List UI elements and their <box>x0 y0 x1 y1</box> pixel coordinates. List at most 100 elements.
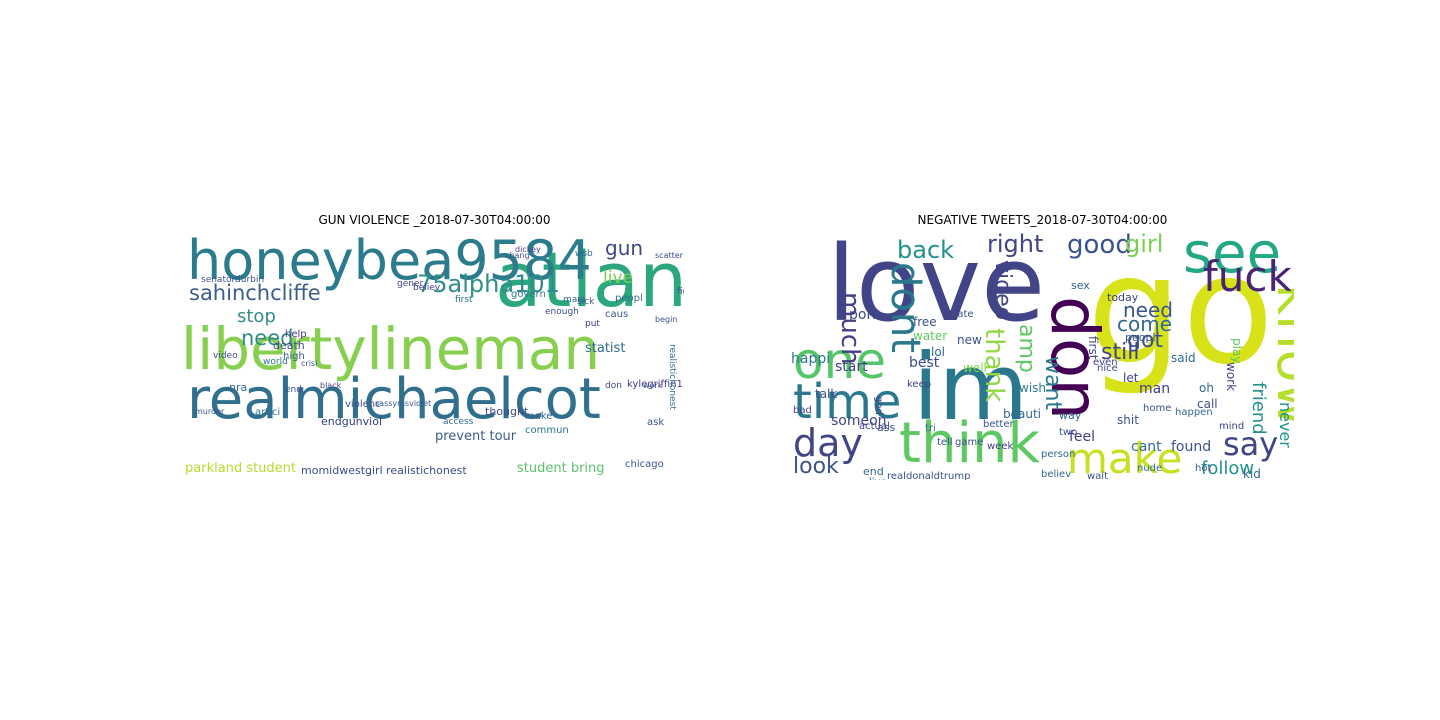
cloud-word: even <box>1093 357 1118 368</box>
cloud-word: 75alpha101 <box>417 270 560 298</box>
cloud-word: live <box>869 478 887 481</box>
panel-title: GUN VIOLENCE _2018-07-30T04:00:00 <box>318 213 551 227</box>
cloud-word: never <box>1276 402 1294 448</box>
cloud-word: endgunviol <box>321 415 382 428</box>
cloud-word: call <box>1197 397 1218 411</box>
cloud-word: happen <box>1175 407 1213 418</box>
panel-gun-violence: GUN VIOLENCE _2018-07-30T04:00:00 atlant… <box>185 213 684 480</box>
cloud-word: kylegriffin1 <box>627 379 683 390</box>
cloud-word: home <box>1143 403 1172 414</box>
cloud-word: don <box>605 381 622 391</box>
cloud-word: nice <box>1097 363 1118 374</box>
cloud-word: bad <box>793 405 812 416</box>
cloud-word: fight <box>677 287 684 297</box>
panel-title: NEGATIVE TWEETS_2018-07-30T04:00:00 <box>917 213 1168 227</box>
cloud-word: realmichaelcot <box>187 367 601 432</box>
cloud-word: oh <box>1199 381 1214 395</box>
cloud-word: violenc <box>345 399 381 410</box>
cloud-word: two <box>1059 427 1078 438</box>
cloud-word: im <box>913 334 1029 441</box>
cloud-word: week <box>987 441 1014 452</box>
cloud-word: begin <box>655 315 678 324</box>
cloud-word: realistichonest <box>667 344 677 410</box>
cloud-word: believ <box>413 283 441 293</box>
cloud-word: best <box>909 355 940 371</box>
cloud-word: come <box>1117 312 1173 336</box>
cloud-word: beauti <box>1003 407 1041 421</box>
cloud-word: honeybea9584 <box>187 232 592 292</box>
cloud-word: kid <box>1243 467 1261 480</box>
cloud-word: talk <box>815 387 838 401</box>
cloud-word: parkland student <box>185 461 296 476</box>
cloud-word: game <box>955 437 984 448</box>
cloud-word: wish <box>1019 381 1047 395</box>
cloud-word: wsb <box>575 249 593 259</box>
cloud-word: keep <box>907 379 932 390</box>
cloud-word: need <box>241 326 294 350</box>
cloud-word: scatter <box>655 251 683 260</box>
cloud-word: tell <box>937 437 953 448</box>
cloud-word: murder <box>195 407 225 416</box>
cloud-word: gun <box>605 236 644 260</box>
cloud-word: much <box>835 292 865 365</box>
cloud-word: chang <box>505 251 530 260</box>
cloud-word: cant <box>1131 439 1162 455</box>
cloud-word: way <box>1059 409 1082 422</box>
cloud-word: friend <box>1248 382 1269 435</box>
cloud-word: commun <box>525 425 569 436</box>
cloud-word: sick <box>577 297 595 307</box>
cloud-word: crisi <box>301 359 318 368</box>
cloud-word: chicago <box>625 459 664 470</box>
cloud-word: man <box>1139 381 1171 397</box>
cloud-word: access <box>443 417 474 427</box>
cloud-word: momidwestgirl realistichonest <box>301 464 467 477</box>
cloud-word: think <box>899 411 1040 476</box>
cloud-word: fuck <box>1203 252 1292 301</box>
cloud-word: new <box>957 333 982 347</box>
cloud-word: video <box>990 260 1015 321</box>
cloud-word: well <box>963 361 987 375</box>
cloud-word: look <box>793 454 839 479</box>
cloud-word: sex <box>1071 279 1090 292</box>
cloud-word: still <box>1101 340 1140 365</box>
cloud-word: thought <box>485 405 529 418</box>
cloud-word: hate <box>951 309 974 320</box>
cloud-word: water <box>913 329 948 343</box>
cloud-word: got <box>1127 328 1164 353</box>
cloud-word: see <box>1183 232 1282 286</box>
cloud-word: stop <box>237 306 276 327</box>
cloud-word: nude <box>1137 463 1163 474</box>
cloud-word: start <box>835 359 868 375</box>
cloud-word: end <box>863 465 884 478</box>
cloud-word: amp <box>1014 324 1039 373</box>
cloud-word: artici <box>255 407 281 418</box>
cloud-word: video <box>213 351 238 361</box>
cloud-word: play <box>1230 338 1244 364</box>
cloud-word: end <box>285 385 302 395</box>
word-cloud: love im go see think one time day make dont don kno… <box>791 232 1294 480</box>
cloud-word: senatordurbin <box>201 275 265 285</box>
cloud-word: someon <box>831 413 887 429</box>
cloud-word: believ <box>1041 469 1072 480</box>
cloud-word: first <box>455 295 473 305</box>
cloud-word: mind <box>1219 421 1245 432</box>
cloud-word: wait <box>1087 471 1109 481</box>
cloud-word: help <box>285 329 307 340</box>
cloud-word: death <box>273 339 305 352</box>
cloud-word: girl <box>1125 232 1164 258</box>
cloud-word: follow <box>1201 458 1255 479</box>
cloud-word: happi <box>791 351 831 367</box>
panel-negative-tweets: NEGATIVE TWEETS_2018-07-30T04:00:00 love… <box>791 213 1294 480</box>
cloud-word: mani <box>563 295 586 305</box>
cloud-word: free <box>913 315 937 329</box>
cloud-word: black <box>320 381 342 390</box>
cloud-word: sahinchcliffe <box>189 281 321 305</box>
cloud-word: enough <box>545 307 579 317</box>
word-cloud: atlantalibertylinemanrealmichaelcot honey… <box>185 232 684 480</box>
cloud-word: found <box>1171 439 1212 455</box>
cloud-word: better <box>983 419 1014 430</box>
cloud-word: make <box>1067 434 1183 480</box>
cloud-word: sassymsviolet <box>375 399 432 408</box>
cloud-word: porn <box>849 307 881 323</box>
cloud-word: nra <box>229 381 248 394</box>
